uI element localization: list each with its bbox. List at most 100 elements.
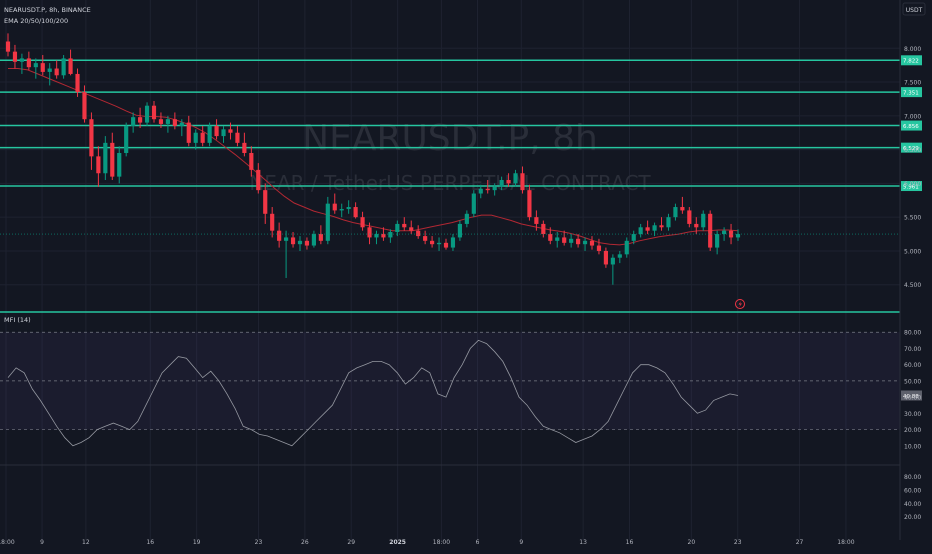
candle-body[interactable] (332, 203, 337, 211)
candle-body[interactable] (548, 234, 553, 241)
candle-body[interactable] (576, 238, 581, 245)
candle-body[interactable] (138, 117, 143, 123)
candle-body[interactable] (19, 58, 24, 62)
candle-body[interactable] (256, 169, 261, 191)
candle-body[interactable] (659, 225, 664, 228)
candle-body[interactable] (485, 188, 490, 191)
candle-body[interactable] (214, 125, 219, 137)
candle-body[interactable] (5, 41, 11, 52)
candle-body[interactable] (165, 119, 170, 124)
candle-body[interactable] (151, 105, 157, 120)
horizontal-levels[interactable]: 7.822 7.351 6.856 6.529 5.961 (0, 55, 922, 192)
candle-body[interactable] (367, 227, 372, 238)
candle-body[interactable] (193, 132, 198, 143)
candle-body[interactable] (242, 142, 247, 153)
candle-body[interactable] (701, 213, 706, 228)
candle-body[interactable] (541, 223, 546, 235)
candle-body[interactable] (464, 213, 469, 224)
candle-body[interactable] (68, 58, 73, 74)
candle-body[interactable] (47, 68, 52, 72)
candle-body[interactable] (680, 207, 685, 211)
candle-body[interactable] (388, 232, 393, 238)
candle-body[interactable] (457, 223, 462, 238)
candle-body[interactable] (277, 230, 282, 241)
candle-body[interactable] (617, 254, 622, 258)
candle-body[interactable] (228, 129, 233, 133)
candle-body[interactable] (96, 156, 101, 174)
candle-body[interactable] (249, 152, 254, 170)
candle-body[interactable] (569, 238, 574, 243)
candle-body[interactable] (110, 142, 115, 177)
candle-body[interactable] (325, 203, 330, 241)
candle-body[interactable] (416, 230, 421, 237)
candle-body[interactable] (708, 213, 713, 248)
candle-body[interactable] (506, 180, 511, 184)
currency-badge-bg[interactable] (902, 2, 926, 16)
candle-body[interactable] (436, 242, 442, 245)
candle-body[interactable] (492, 186, 497, 191)
candle-body[interactable] (346, 207, 351, 210)
candle-body[interactable] (673, 207, 678, 218)
candle-body[interactable] (402, 223, 407, 228)
candle-body[interactable] (589, 240, 595, 246)
candle-body[interactable] (520, 173, 525, 191)
candle-body[interactable] (318, 234, 323, 241)
candle-body[interactable] (103, 142, 108, 174)
candle-body[interactable] (179, 122, 184, 126)
candle-body[interactable] (687, 210, 692, 224)
candle-body[interactable] (624, 240, 629, 255)
time-axis[interactable]: 18:00 9 12 16 19 23 26 29 2025 18:00 6 9 13 16 20 23 27 1… (0, 539, 855, 546)
mfi-line[interactable] (7, 339, 739, 447)
candle-body[interactable] (527, 190, 532, 218)
candle-body[interactable] (40, 63, 45, 72)
candle-body[interactable] (75, 73, 80, 93)
symbol-info[interactable]: NEARUSDT.P, 8h, BINANCE (4, 6, 91, 14)
candle-body[interactable] (715, 234, 720, 248)
candle-body[interactable] (54, 68, 59, 76)
candle-body[interactable] (728, 230, 734, 238)
candle-body[interactable] (381, 234, 386, 238)
candle-body[interactable] (117, 152, 122, 177)
candle-body[interactable] (172, 119, 177, 126)
candle-body[interactable] (26, 58, 31, 68)
candle-body[interactable] (82, 92, 87, 120)
candle-body[interactable] (235, 132, 240, 143)
candle-body[interactable] (423, 236, 428, 241)
candles[interactable] (0, 33, 900, 285)
candle-body[interactable] (339, 209, 344, 211)
candle-body[interactable] (131, 117, 136, 126)
candle-body[interactable] (499, 180, 504, 187)
candle-body[interactable] (645, 227, 650, 231)
candle-body[interactable] (450, 237, 456, 248)
candle-body[interactable] (596, 245, 602, 251)
candle-body[interactable] (430, 240, 435, 245)
candle-body[interactable] (311, 234, 316, 246)
candle-body[interactable] (12, 51, 18, 62)
candle-body[interactable] (304, 240, 310, 246)
candle-body[interactable] (610, 257, 615, 265)
candle-body[interactable] (555, 237, 560, 241)
candle-body[interactable] (722, 230, 727, 235)
candle-body[interactable] (603, 250, 608, 265)
mfi-title[interactable]: MFI (14) (4, 316, 31, 324)
candle-body[interactable] (270, 213, 275, 231)
candle-body[interactable] (374, 234, 379, 238)
candle-body[interactable] (284, 237, 289, 241)
mfi-indicator[interactable]: 40.88 (0, 331, 922, 447)
indicator-info[interactable]: EMA 20/50/100/200 (4, 17, 68, 25)
candle-body[interactable] (290, 237, 296, 245)
candle-body[interactable] (221, 129, 226, 137)
candle-body[interactable] (478, 188, 483, 194)
candle-body[interactable] (33, 63, 38, 68)
candle-body[interactable] (263, 190, 268, 214)
candle-body[interactable] (666, 217, 671, 228)
candle-body[interactable] (631, 234, 636, 241)
candle-body[interactable] (61, 58, 66, 76)
currency-badge[interactable]: USDT (906, 7, 923, 14)
candle-body[interactable] (694, 223, 699, 228)
candle-body[interactable] (158, 119, 164, 124)
candle-body[interactable] (513, 173, 518, 184)
candle-body[interactable] (471, 193, 476, 214)
candle-body[interactable] (124, 125, 129, 153)
